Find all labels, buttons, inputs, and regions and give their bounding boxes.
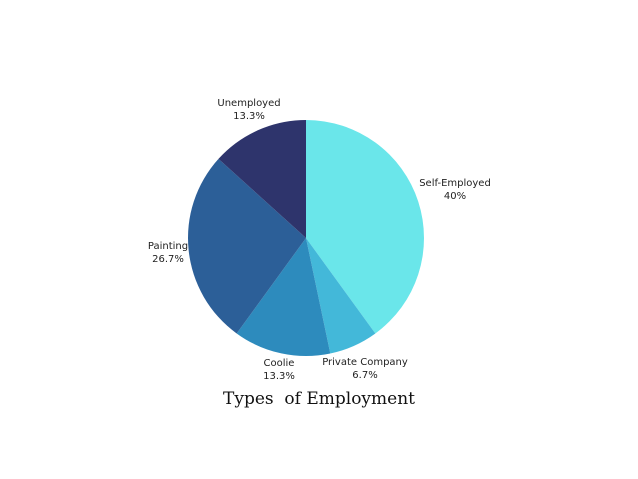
- slice-label: Private Company: [322, 357, 408, 368]
- slice-value-label: 13.3%: [233, 111, 265, 122]
- slice-label: Coolie: [264, 358, 295, 369]
- slice-value-label: 6.7%: [352, 370, 377, 381]
- slice-label: Unemployed: [217, 98, 280, 109]
- slice-value-label: 26.7%: [152, 254, 184, 265]
- pie-slice-self-employed: [306, 120, 424, 334]
- chart-title: Types of Employment: [223, 389, 415, 409]
- slice-labels: Self-Employed 40% Private Company 6.7% Cooli…: [148, 98, 491, 382]
- slice-value-label: 40%: [444, 191, 466, 202]
- pie-slice-painting: [187, 158, 306, 334]
- slice-label: Self-Employed: [419, 178, 491, 189]
- pie-slices: [187, 120, 424, 356]
- slice-value-label: 13.3%: [263, 371, 295, 382]
- pie-slice-unemployed: [218, 120, 306, 238]
- slice-label: Painting: [148, 241, 188, 252]
- pie-slice-coolie: [236, 238, 331, 356]
- pie-slice-private-company: [306, 238, 376, 354]
